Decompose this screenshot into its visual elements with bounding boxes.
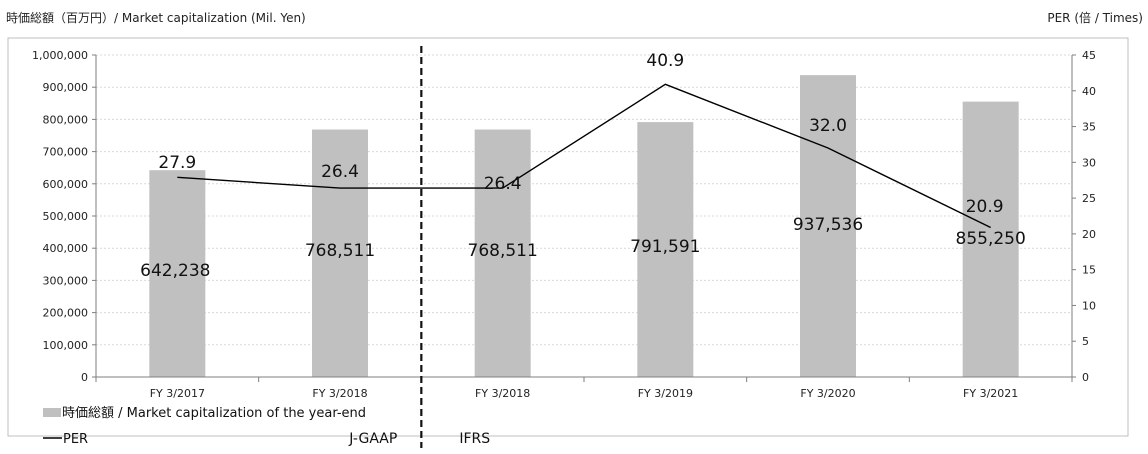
market-cap-bar	[149, 170, 206, 377]
left-axis-tick-label: 300,000	[43, 274, 89, 287]
market-cap-value-label: 768,511	[305, 241, 375, 261]
per-value-label: 20.9	[966, 197, 1004, 217]
gridlines	[96, 54, 1072, 346]
left-axis-tick-label: 700,000	[43, 146, 89, 159]
right-axis-tick-label: 30	[1082, 156, 1096, 169]
left-axis-tick-label: 500,000	[43, 210, 89, 223]
right-axis-tick-label: 25	[1082, 192, 1096, 205]
right-axis-tick-label: 10	[1082, 299, 1096, 312]
ifrs-region-label: IFRS	[459, 431, 490, 447]
market-cap-bar	[800, 75, 856, 378]
right-axis-tick-label: 15	[1082, 264, 1096, 277]
axes: 0 100,000 200,000 300,000 400,000 500,000 600,…	[32, 46, 1096, 448]
right-axis-tick-label: 40	[1082, 85, 1096, 98]
market-cap-value-label: 937,536	[793, 215, 863, 235]
left-axis-tick-label: 900,000	[43, 81, 89, 94]
right-axis-tick-label: 0	[1082, 371, 1089, 384]
x-axis-tick-label: FY 3/2021	[963, 387, 1018, 400]
left-axis-tick-label: 800,000	[43, 113, 89, 126]
market-cap-value-label: 855,250	[956, 229, 1026, 249]
bar-series	[149, 75, 1019, 378]
market-cap-bar	[312, 129, 368, 377]
right-axis-tick-label: 5	[1082, 335, 1089, 348]
legend-bar-swatch	[43, 408, 61, 417]
left-axis-tick-label: 400,000	[43, 242, 89, 255]
x-axis-tick-label: FY 3/2018	[475, 387, 530, 400]
j-gaap-region-label: J-GAAP	[348, 431, 397, 447]
per-value-label: 26.4	[484, 174, 522, 194]
left-axis-tick-label: 0	[81, 371, 88, 384]
per-line	[177, 83, 991, 229]
per-value-label: 32.0	[809, 116, 847, 136]
right-axis-tick-label: 35	[1082, 121, 1096, 134]
left-axis-tick-label: 200,000	[43, 307, 89, 320]
legend-bar-label: 時価総額 / Market capitalization of the year…	[62, 406, 366, 421]
market-cap-value-label: 768,511	[468, 241, 538, 261]
per-value-label: 40.9	[646, 51, 684, 71]
data-labels: 642,238 768,511 768,511 791,591 937,536 855,2…	[140, 51, 1026, 281]
market-cap-bar	[474, 129, 531, 377]
right-axis-title: PER (倍 / Times)	[1047, 10, 1143, 25]
x-axis-tick-label: FY 3/2020	[800, 387, 855, 400]
per-value-label: 26.4	[321, 162, 359, 182]
left-axis-title: 時価総額（百万円）/ Market capitalization (Mil. Y…	[6, 11, 306, 25]
market-cap-value-label: 791,591	[630, 237, 700, 257]
market-cap-bar	[962, 101, 1019, 377]
left-axis-tick-label: 100,000	[43, 339, 89, 352]
x-axis-tick-label: FY 3/2019	[638, 387, 693, 400]
right-axis-tick-label: 45	[1082, 49, 1096, 62]
left-axis-tick-label: 1,000,000	[32, 49, 88, 62]
per-line-series	[177, 83, 991, 229]
per-value-label: 27.9	[158, 153, 196, 173]
market-cap-bar	[637, 122, 694, 377]
market-cap-value-label: 642,238	[140, 261, 210, 281]
x-axis-tick-label: FY 3/2017	[150, 387, 205, 400]
plot-frame	[7, 37, 1129, 437]
right-axis-tick-label: 20	[1082, 228, 1096, 241]
legend: J-GAAP IFRS 時価総額 / Market capitalization o…	[43, 406, 490, 447]
left-axis-tick-label: 600,000	[43, 178, 89, 191]
legend-line-label: PER	[63, 432, 88, 447]
x-axis-tick-label: FY 3/2018	[312, 387, 367, 400]
